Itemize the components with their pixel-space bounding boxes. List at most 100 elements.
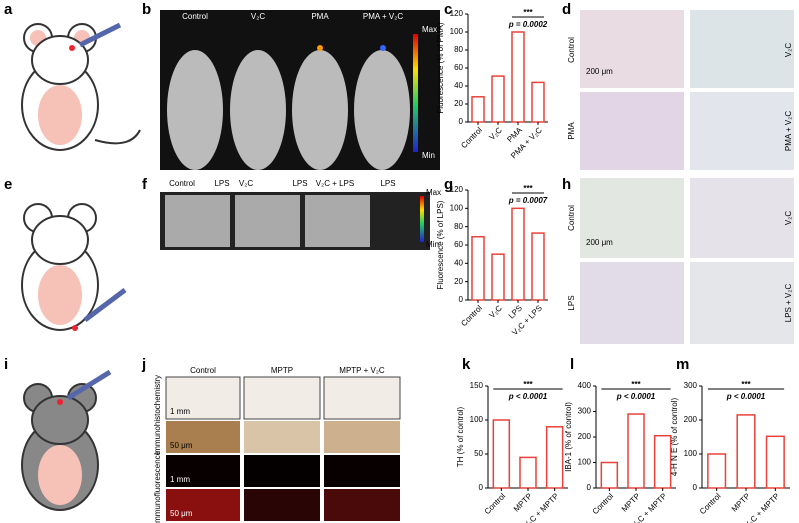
y-tick-label: 200 xyxy=(684,415,698,424)
y-tick-label: 40 xyxy=(454,258,463,267)
image-label: PMA + V₂C xyxy=(363,12,403,21)
bar xyxy=(492,419,511,489)
panel-label: h xyxy=(562,176,571,193)
column-label: MPTP xyxy=(271,366,293,375)
annotation: *** xyxy=(523,8,533,17)
annotation: p = 0.0002 xyxy=(508,20,548,29)
y-tick-label: 80 xyxy=(454,222,463,231)
colorbar-b xyxy=(413,34,418,152)
y-tick-label: 120 xyxy=(450,9,464,18)
annotation: p = 0.0007 xyxy=(508,196,548,205)
image-label: V₂C xyxy=(239,179,253,188)
bar xyxy=(627,413,645,489)
x-tick-label: Control xyxy=(698,491,723,516)
image-label: Control xyxy=(567,205,576,231)
panel-label: i xyxy=(4,356,8,373)
scale-label: Min xyxy=(422,151,435,160)
y-tick-label: 60 xyxy=(454,240,463,249)
image-label: LPS + V₂C xyxy=(784,284,793,323)
image-label: V₂C + LPS xyxy=(316,179,354,188)
y-tick-label: 0 xyxy=(459,117,464,126)
x-tick-label: MPTP xyxy=(620,492,642,514)
x-tick-label: MPTP xyxy=(512,492,534,514)
image-label: Control xyxy=(169,179,195,188)
y-tick-label: 40 xyxy=(454,81,463,90)
annotation: *** xyxy=(523,184,533,193)
y-tick-label: 400 xyxy=(578,381,592,390)
panel-label: d xyxy=(562,1,571,18)
histology-d xyxy=(580,10,794,170)
image-label: Control xyxy=(567,37,576,63)
annotation: p < 0.0001 xyxy=(726,392,766,401)
y-tick-label: 20 xyxy=(454,277,463,286)
panel-label: e xyxy=(4,176,12,193)
bar xyxy=(736,414,756,489)
row-label: Immunohistochemistry xyxy=(153,375,162,455)
annotation: *** xyxy=(741,380,751,389)
bar xyxy=(600,461,619,489)
y-tick-label: 120 xyxy=(450,185,464,194)
mice-b xyxy=(167,50,410,170)
scale-bar-label: 50 μm xyxy=(170,509,193,518)
panel-label: k xyxy=(462,356,471,373)
image-label: V₂C xyxy=(784,211,793,225)
y-tick-label: 50 xyxy=(474,449,483,458)
image-label: LPS xyxy=(380,179,395,188)
row-label: Immunofluorescence xyxy=(153,450,162,523)
image-label: PMA xyxy=(567,122,576,140)
y-tick-label: 0 xyxy=(459,295,464,304)
y-tick-label: 100 xyxy=(450,27,464,36)
image-label: PMA + V₂C xyxy=(784,111,793,151)
scale-label: Max xyxy=(422,25,437,34)
panel-label: m xyxy=(676,356,689,373)
panel-label: a xyxy=(4,1,13,18)
y-tick-label: 0 xyxy=(693,483,698,492)
bar xyxy=(471,236,485,301)
column-label: Control xyxy=(190,366,216,375)
y-tick-label: 20 xyxy=(454,99,463,108)
scale-bar-label: 50 μm xyxy=(170,441,193,450)
panel-label: f xyxy=(142,176,148,193)
annotation: *** xyxy=(631,380,641,389)
histology-h xyxy=(580,178,794,344)
bar xyxy=(519,456,537,489)
x-tick-label: Control xyxy=(459,125,484,150)
mouse-i xyxy=(21,369,112,511)
x-tick-label: LPS xyxy=(507,304,524,321)
y-axis-label: Fluorescence (% of PMA) xyxy=(436,22,445,113)
scale-bar-label: 1 mm xyxy=(170,475,190,484)
panel-label: c xyxy=(444,1,452,18)
image-label: LPS xyxy=(292,179,307,188)
bar xyxy=(511,207,525,301)
bar xyxy=(511,31,525,123)
panel-label: g xyxy=(444,176,453,193)
annotation: *** xyxy=(523,380,533,389)
y-tick-label: 100 xyxy=(450,203,464,212)
y-tick-label: 100 xyxy=(684,449,698,458)
y-tick-label: 100 xyxy=(470,415,484,424)
scale-bar-label: 1 mm xyxy=(170,407,190,416)
image-label: LPS xyxy=(567,295,576,310)
y-tick-label: 60 xyxy=(454,63,463,72)
panel-label: l xyxy=(570,356,574,373)
bar xyxy=(531,232,545,301)
bar xyxy=(545,426,564,489)
colorbar-f xyxy=(420,196,424,242)
annotation: p < 0.0001 xyxy=(616,392,656,401)
bar xyxy=(765,435,785,489)
panel-label: j xyxy=(141,356,146,373)
x-tick-label: Control xyxy=(591,491,616,516)
y-axis-label: IBA-1 (% of control) xyxy=(564,402,573,472)
scale-bar-label: 200 μm xyxy=(586,67,613,76)
image-label: PMA xyxy=(311,12,329,21)
y-tick-label: 80 xyxy=(454,45,463,54)
column-label: MPTP + V₂C xyxy=(339,366,385,375)
x-tick-label: V₂C xyxy=(487,125,504,142)
mouse-e xyxy=(21,203,127,331)
annotation: p < 0.0001 xyxy=(508,392,548,401)
bar xyxy=(471,96,485,123)
brain-j xyxy=(165,376,401,521)
scale-label: Max xyxy=(426,188,441,197)
image-label: V₂C xyxy=(251,12,265,21)
y-tick-label: 0 xyxy=(479,483,484,492)
